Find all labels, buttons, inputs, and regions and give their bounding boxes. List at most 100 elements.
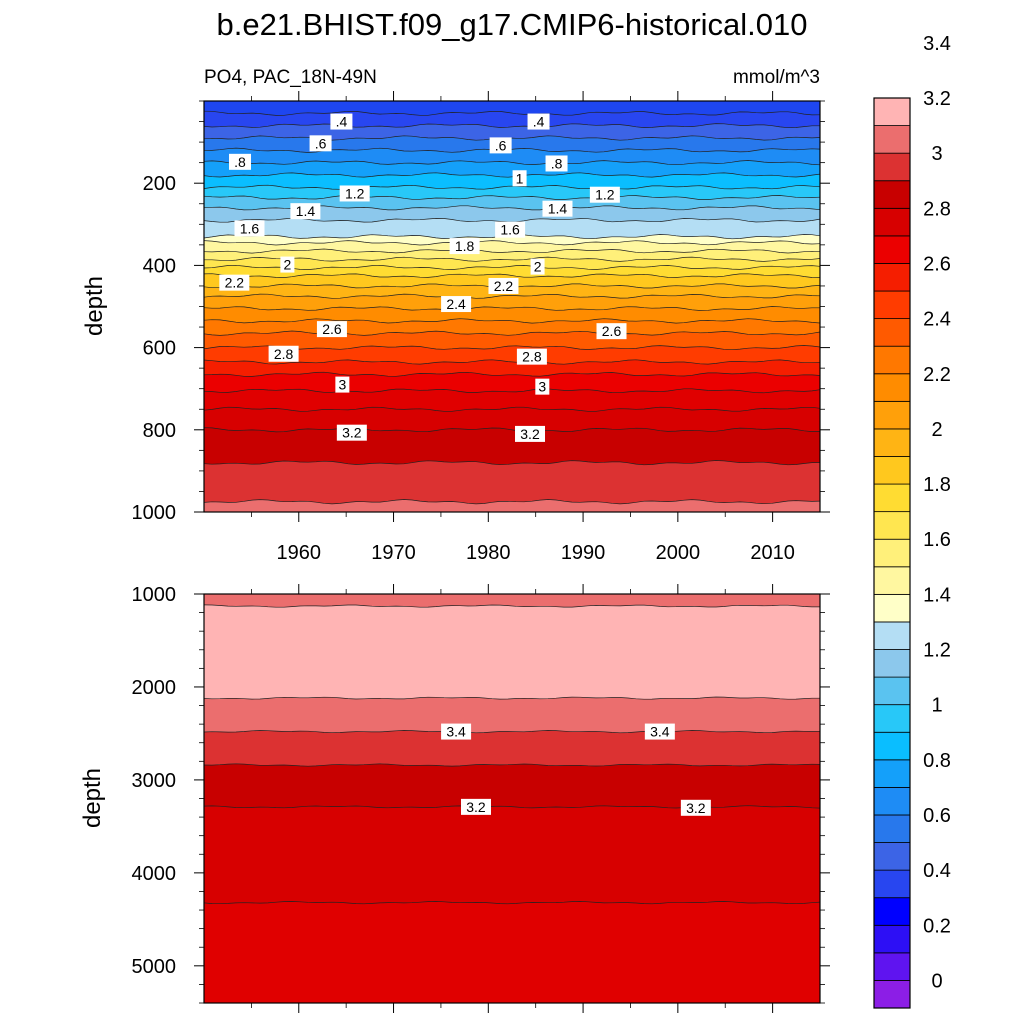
- units-label: mmol/m^3: [733, 67, 820, 88]
- colorbar-swatch: [873, 511, 911, 540]
- y-tick-label: 200: [143, 173, 176, 195]
- contour-line: [203, 273, 821, 278]
- contour-label-box: [229, 153, 252, 170]
- contour-line: [203, 805, 821, 809]
- contour-label: 1.2: [595, 187, 615, 203]
- contour-label-box: [460, 798, 491, 815]
- y-tick-label: 1000: [132, 584, 177, 606]
- y-tick-label: 600: [143, 338, 176, 360]
- contour-label: 3: [538, 379, 546, 395]
- upper-depth-panel: .4.4.6.6.8.811.2 1.21.4 1.41.6 1.61.82 22.2 2…: [81, 91, 830, 564]
- contour-label: 2: [283, 257, 291, 273]
- contour-line: [203, 345, 821, 351]
- colorbar-swatch: [873, 842, 911, 871]
- contour-label-box: [530, 258, 545, 275]
- colorbar-swatch: [873, 759, 911, 788]
- contour-line: [203, 240, 821, 246]
- colorbar-label: 1.8: [923, 474, 951, 496]
- colorbar-swatch: [873, 263, 911, 292]
- contour-label: 1.6: [500, 222, 520, 238]
- colorbar-swatch: [873, 180, 911, 209]
- x-tick-label: 1990: [561, 542, 606, 564]
- contour-label: 2.8: [274, 346, 294, 362]
- contour-line: [203, 371, 821, 377]
- colorbar-label: 1.2: [923, 640, 951, 662]
- x-tick-label: 1970: [371, 542, 416, 564]
- color-band: [204, 499, 820, 512]
- contour-label: 2.6: [602, 323, 622, 339]
- colorbar-label: 1: [931, 695, 942, 717]
- colorbar-label: 2.2: [923, 364, 951, 386]
- contour-label: 1: [516, 170, 524, 186]
- contour-label-box: [495, 221, 526, 238]
- contour-line: [203, 160, 821, 166]
- colorbar-swatch: [873, 704, 911, 733]
- colorbar-swatch: [873, 731, 911, 761]
- y-tick-label: 400: [143, 255, 176, 277]
- contour-label: 2.2: [225, 275, 245, 291]
- contour-label-box: [515, 425, 546, 442]
- contour-label-box: [268, 345, 299, 362]
- colorbar-label: 0.4: [923, 860, 951, 882]
- lower-contour-labels: 3.4 3.4 3.2 3.2: [441, 723, 711, 816]
- colorbar-label: 2.6: [923, 254, 951, 276]
- colorbar-swatch: [873, 566, 911, 595]
- lower-axes: 1000 2000 3000 4000 5000: [132, 584, 830, 1013]
- contour-label-box: [589, 186, 620, 203]
- colorbar-swatch: [873, 869, 911, 899]
- colorbar-swatch: [873, 235, 911, 264]
- contour-line: [203, 147, 821, 153]
- colorbar-swatch: [873, 97, 911, 126]
- contour-label-box: [535, 378, 550, 395]
- contour-label-box: [219, 274, 250, 291]
- colorbar-label: 3: [931, 143, 942, 165]
- contour-label-box: [542, 200, 573, 217]
- upper-contour-lines: [203, 110, 821, 505]
- upper-y-axis-label: depth: [81, 276, 108, 336]
- contour-label-box: [316, 321, 347, 338]
- colorbar-label: 0.2: [923, 915, 951, 937]
- contour-line: [203, 306, 820, 311]
- contour-label: 1.8: [455, 238, 475, 254]
- contour-label: 3.2: [466, 799, 486, 815]
- contour-line: [204, 256, 821, 262]
- colorbar-label: 0.6: [923, 805, 951, 827]
- contour-line: [203, 293, 821, 299]
- contour-line: [203, 730, 821, 734]
- contour-label-box: [336, 424, 367, 441]
- colorbar-swatch: [873, 400, 911, 430]
- contour-line: [203, 460, 821, 466]
- contour-label-box: [330, 113, 353, 130]
- colorbar-swatch: [873, 428, 911, 457]
- contour-label: 1.6: [240, 220, 260, 236]
- colorbar-label: 3.4: [923, 33, 951, 55]
- contour-label: 3.2: [686, 800, 706, 816]
- x-tick-label: 1960: [277, 542, 322, 564]
- contour-label: 3.4: [446, 724, 466, 740]
- contour-label: 3: [338, 377, 346, 393]
- colorbar-swatch: [873, 924, 911, 954]
- colorbar-swatch: [873, 207, 911, 237]
- contour-label-box: [644, 723, 675, 740]
- colorbar-label: 0.8: [923, 750, 951, 772]
- contour-line: [203, 330, 821, 336]
- colorbar-swatch: [873, 373, 911, 402]
- contour-label-box: [339, 185, 370, 202]
- x-tick-label: 2010: [750, 542, 795, 564]
- upper-axes: 200 400 600 800 1000 1960 1970 1980 1990 2000 2010: [132, 91, 830, 564]
- x-tick-label: 1980: [466, 542, 511, 564]
- y-tick-label: 1000: [132, 502, 177, 524]
- contour-label: 2: [534, 259, 542, 275]
- contour-line: [203, 359, 821, 365]
- colorbar-swatch: [873, 814, 911, 843]
- y-tick-label: 5000: [132, 956, 177, 978]
- contour-label-box: [488, 277, 519, 294]
- colorbar-swatch: [873, 593, 911, 623]
- y-tick-label: 4000: [132, 863, 177, 885]
- contour-line: [203, 499, 821, 505]
- contour-line: [203, 264, 821, 270]
- contour-label: 3.2: [342, 425, 362, 441]
- colorbar-swatch: [873, 345, 911, 375]
- contour-line: [203, 135, 821, 141]
